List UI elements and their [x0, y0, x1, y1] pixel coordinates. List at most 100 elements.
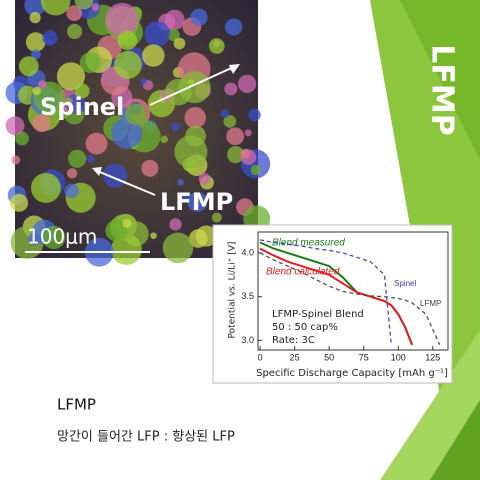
x-tick-label: 75 — [359, 352, 369, 362]
particle — [65, 97, 73, 105]
particle — [162, 232, 194, 264]
plot-frame — [257, 231, 449, 351]
particle — [122, 218, 132, 228]
particle — [184, 106, 206, 129]
particle — [240, 148, 251, 159]
particle — [111, 117, 143, 149]
particle — [32, 114, 51, 133]
x-axis-label: Specific Discharge Capacity [mAh g⁻¹] — [256, 368, 448, 379]
x-tick-label: 0 — [258, 352, 263, 362]
particle — [220, 109, 230, 119]
scale-bar-label: 100μm — [27, 225, 97, 249]
particle — [66, 5, 83, 22]
x-tick-label: 100 — [391, 352, 406, 362]
particle — [248, 108, 261, 122]
particle — [68, 149, 87, 168]
series-line — [259, 247, 414, 346]
particle — [74, 83, 90, 99]
particle — [177, 179, 184, 186]
particle — [33, 81, 66, 114]
particle — [226, 127, 245, 146]
micrograph-label: LFMP — [160, 188, 233, 216]
series-line — [259, 252, 441, 346]
particle — [185, 125, 206, 147]
particle — [181, 193, 190, 202]
y-tick-label: 4.0 — [241, 247, 254, 257]
annotation: LFMP-Spinel Blend — [272, 309, 364, 320]
particle — [237, 74, 257, 93]
particle — [40, 0, 71, 16]
particle — [110, 234, 142, 265]
y-tick-label: 3.5 — [241, 291, 254, 301]
legend-label: Blend measured — [272, 238, 345, 249]
heading: LFMP — [57, 396, 96, 414]
particle — [144, 21, 171, 47]
particle — [114, 50, 142, 79]
particle — [171, 122, 180, 132]
particle — [225, 18, 243, 36]
particle — [224, 82, 238, 96]
particle — [169, 218, 182, 231]
particle — [91, 3, 100, 11]
particle — [79, 52, 101, 73]
particle — [66, 168, 78, 179]
body-text: 망간이 들어간 LFP : 향상된 LFP — [57, 430, 235, 445]
chart-panel — [212, 224, 453, 384]
particle — [25, 32, 46, 52]
annotation: 50 : 50 cap% — [272, 322, 338, 333]
particle — [67, 23, 83, 40]
annotation: Rate: 3C — [272, 335, 315, 346]
particle — [187, 191, 208, 212]
x-tick-label: 125 — [425, 352, 440, 362]
particle — [173, 37, 186, 50]
micrograph-label: Spinel — [40, 93, 124, 121]
particle — [42, 30, 58, 46]
particle — [86, 154, 95, 163]
particle — [160, 135, 169, 144]
particle — [188, 229, 208, 248]
particle — [32, 86, 41, 96]
particle — [85, 132, 108, 155]
particle — [187, 79, 195, 86]
particle — [244, 129, 252, 137]
x-tick-label: 25 — [290, 352, 300, 362]
y-axis-label: Potential vs. Li/Li⁺ [V] — [228, 242, 238, 339]
particle — [139, 77, 147, 85]
particle — [11, 155, 21, 165]
y-tick-label: 3.0 — [241, 335, 254, 345]
particle — [105, 219, 128, 242]
particle — [125, 103, 147, 126]
decor-shape — [400, 0, 480, 160]
particle — [227, 146, 245, 164]
particle — [64, 183, 79, 199]
particle — [18, 56, 39, 77]
particle — [37, 80, 47, 90]
particle — [74, 0, 94, 10]
legend-label: LFMP — [420, 299, 441, 308]
particle — [5, 116, 25, 136]
particle — [31, 49, 41, 60]
decor-shape — [430, 400, 480, 480]
particle — [211, 212, 222, 223]
particle — [29, 12, 41, 24]
particle — [223, 115, 237, 128]
particle — [56, 62, 86, 91]
particle — [167, 28, 180, 42]
particle — [190, 8, 208, 26]
particle — [250, 164, 261, 176]
particle — [142, 44, 165, 67]
particle — [150, 232, 157, 239]
particle — [15, 131, 29, 146]
legend-label: Spinel — [394, 279, 416, 288]
particle — [198, 172, 211, 185]
particle — [31, 173, 61, 203]
particle — [208, 38, 225, 54]
particle — [117, 30, 138, 51]
particle — [42, 225, 66, 250]
particle — [24, 0, 46, 16]
particle — [10, 193, 29, 212]
series-line — [259, 239, 392, 345]
side-title: LFMP — [425, 44, 460, 135]
particle — [141, 159, 159, 177]
